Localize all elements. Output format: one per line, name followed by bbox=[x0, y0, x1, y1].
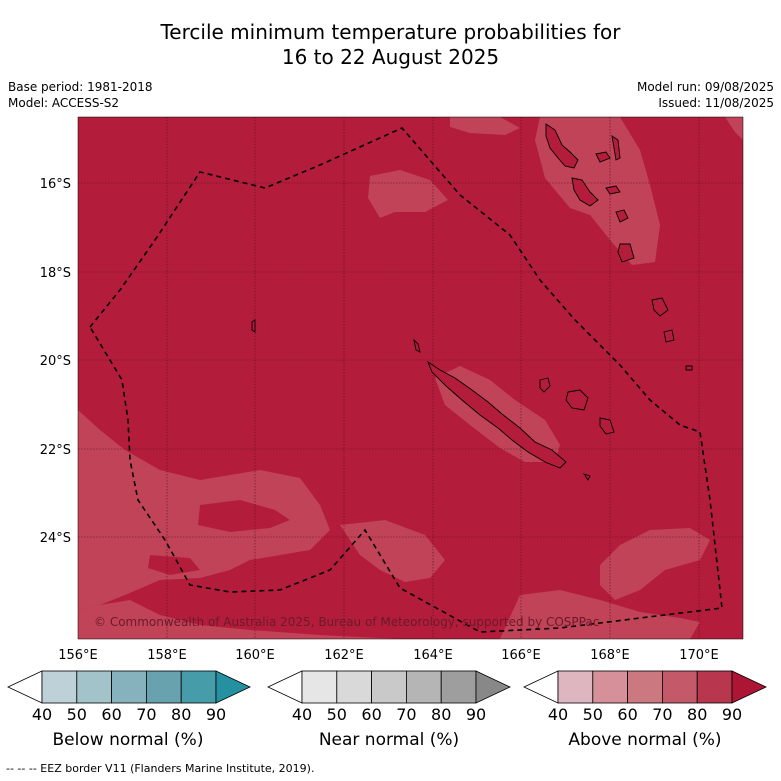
colorbar-below-low-extend bbox=[7, 670, 43, 704]
loyalty-ouvea bbox=[539, 377, 551, 393]
vanuatu-efate bbox=[615, 209, 629, 223]
lon-label-0: 156°E bbox=[58, 648, 98, 663]
coastlines bbox=[251, 123, 693, 481]
meta-right: Model run: 09/08/2025 Issued: 11/08/2025 bbox=[637, 79, 774, 111]
loyalty-lifou bbox=[565, 389, 589, 411]
lat-label-2: 20°S bbox=[40, 354, 71, 369]
colorbar-below-tick-4: 80 bbox=[171, 705, 191, 724]
colorbar-above-tick-0: 40 bbox=[548, 705, 568, 724]
latitude-labels: 16°S 18°S 20°S 22°S 24°S bbox=[40, 177, 71, 546]
colorbar-near-tick-3: 70 bbox=[396, 705, 416, 724]
isle-of-pines bbox=[582, 473, 591, 481]
colorbar-above-tick-1: 50 bbox=[583, 705, 603, 724]
colorbar-near-bin-3 bbox=[405, 670, 442, 704]
lon-label-6: 168°E bbox=[590, 648, 630, 663]
title-line-2: 16 to 22 August 2025 bbox=[281, 45, 500, 69]
colorbar-near-bin-4 bbox=[440, 670, 477, 704]
model-run: Model run: 09/08/2025 bbox=[636, 80, 774, 94]
vanuatu-malekula bbox=[571, 177, 599, 207]
colorbar-below-label: Below normal (%) bbox=[52, 730, 204, 750]
map-title: Tercile minimum temperature probabilitie… bbox=[0, 20, 781, 70]
colorbars: 40 50 60 70 80 90 40 50 60 70 80 90 40 50 60 70 80 90 bbox=[7, 670, 767, 724]
lon-label-5: 166°E bbox=[501, 648, 541, 663]
colorbar-above-tick-3: 70 bbox=[652, 705, 672, 724]
longitude-labels: 156°E 158°E 160°E 162°E 164°E 166°E 168°E 170°E bbox=[58, 648, 719, 663]
meta-left: Base period: 1981-2018 Model: ACCESS-S2 bbox=[8, 79, 153, 111]
small-islet-2 bbox=[685, 365, 693, 371]
colorbar-below-tick-0: 40 bbox=[32, 705, 52, 724]
colorbar-above-bin-0 bbox=[557, 670, 594, 704]
colorbar-near-tick-4: 80 bbox=[431, 705, 451, 724]
colorbar-above-tick-5: 90 bbox=[722, 705, 742, 724]
issued-date: Issued: 11/08/2025 bbox=[658, 96, 774, 110]
colorbar-below-tick-3: 70 bbox=[136, 705, 156, 724]
colorbar-near-label: Near normal (%) bbox=[318, 730, 460, 750]
lat-label-3: 22°S bbox=[40, 443, 71, 458]
colorbar-below-bin-1 bbox=[76, 670, 113, 704]
vanuatu-erromango bbox=[617, 243, 635, 263]
colorbar-above: 40 50 60 70 80 90 bbox=[523, 670, 767, 724]
colorbar-near-low-extend bbox=[267, 670, 303, 704]
vanuatu-aneityum bbox=[663, 329, 675, 343]
gridlines bbox=[78, 117, 743, 639]
colorbar-near-tick-0: 40 bbox=[292, 705, 312, 724]
colorbar-above-bin-2 bbox=[627, 670, 663, 704]
title-line-1: Tercile minimum temperature probabilitie… bbox=[160, 20, 621, 44]
map-panel: © Commonwealth of Australia 2025, Bureau… bbox=[78, 117, 743, 639]
lat-label-4: 24°S bbox=[40, 531, 71, 546]
colorbar-above-bin-4 bbox=[696, 670, 733, 704]
base-period: Base period: 1981-2018 bbox=[8, 80, 153, 94]
colorbar-above-bin-1 bbox=[592, 670, 628, 704]
vanuatu-tanna bbox=[651, 297, 669, 317]
lon-label-1: 158°E bbox=[147, 648, 187, 663]
colorbar-near-high-extend bbox=[475, 670, 511, 704]
lat-label-0: 16°S bbox=[40, 177, 71, 192]
loyalty-mare bbox=[599, 417, 615, 435]
colorbar-below: 40 50 60 70 80 90 bbox=[7, 670, 251, 724]
colorbar-above-low-extend bbox=[523, 670, 559, 704]
colorbar-below-bin-0 bbox=[41, 670, 78, 704]
colorbar-below-bin-2 bbox=[111, 670, 147, 704]
colorbar-below-bin-3 bbox=[145, 670, 182, 704]
colorbar-above-tick-2: 60 bbox=[617, 705, 637, 724]
lat-label-1: 18°S bbox=[40, 266, 71, 281]
model-name: Model: ACCESS-S2 bbox=[8, 96, 120, 110]
vanuatu-ambrym bbox=[605, 185, 621, 195]
colorbar-near-tick-5: 90 bbox=[466, 705, 486, 724]
colorbar-near-bin-1 bbox=[336, 670, 372, 704]
lon-label-2: 160°E bbox=[235, 648, 275, 663]
colorbar-below-tick-2: 60 bbox=[101, 705, 121, 724]
eez-border bbox=[89, 127, 723, 633]
colorbar-below-high-extend bbox=[215, 670, 251, 704]
vanuatu-espiritu-santo bbox=[545, 123, 579, 169]
small-islet-1 bbox=[251, 319, 256, 333]
colorbar-above-tick-4: 80 bbox=[687, 705, 707, 724]
probability-field-80-pockets bbox=[148, 500, 290, 575]
belep-islands bbox=[413, 338, 421, 353]
colorbar-above-bin-3 bbox=[662, 670, 698, 704]
colorbar-near-bin-0 bbox=[301, 670, 338, 704]
colorbar-above-high-extend bbox=[731, 670, 767, 704]
new-caledonia bbox=[427, 360, 567, 469]
eez-footnote: -- -- -- EEZ border V11 (Flanders Marine… bbox=[6, 762, 315, 775]
vanuatu-ambae bbox=[595, 151, 611, 163]
lon-label-3: 162°E bbox=[324, 648, 364, 663]
map-frame bbox=[77, 116, 744, 640]
colorbar-near-tick-1: 50 bbox=[327, 705, 347, 724]
lon-label-4: 164°E bbox=[413, 648, 453, 663]
colorbar-below-bin-4 bbox=[180, 670, 217, 704]
colorbar-near: 40 50 60 70 80 90 bbox=[267, 670, 511, 724]
colorbar-below-tick-1: 50 bbox=[67, 705, 87, 724]
copyright-text: © Commonwealth of Australia 2025, Bureau… bbox=[94, 615, 599, 629]
colorbar-near-bin-2 bbox=[371, 670, 407, 704]
colorbar-above-label: Above normal (%) bbox=[568, 730, 722, 750]
colorbar-near-tick-2: 60 bbox=[361, 705, 381, 724]
vanuatu-maewo-pentecost bbox=[611, 135, 621, 161]
lon-label-7: 170°E bbox=[679, 648, 719, 663]
colorbar-below-tick-5: 90 bbox=[206, 705, 226, 724]
